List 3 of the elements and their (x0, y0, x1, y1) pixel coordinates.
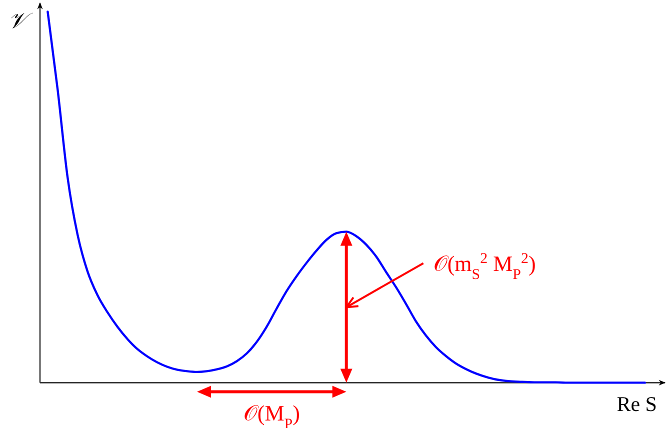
x-axis-title: Re S (616, 392, 657, 416)
annotation: 𝒪(m$_{S}$$^{2}$ M$_{P}$$^{2}$) (433, 251, 536, 284)
y-axis-title: 𝒱 (8, 8, 33, 33)
